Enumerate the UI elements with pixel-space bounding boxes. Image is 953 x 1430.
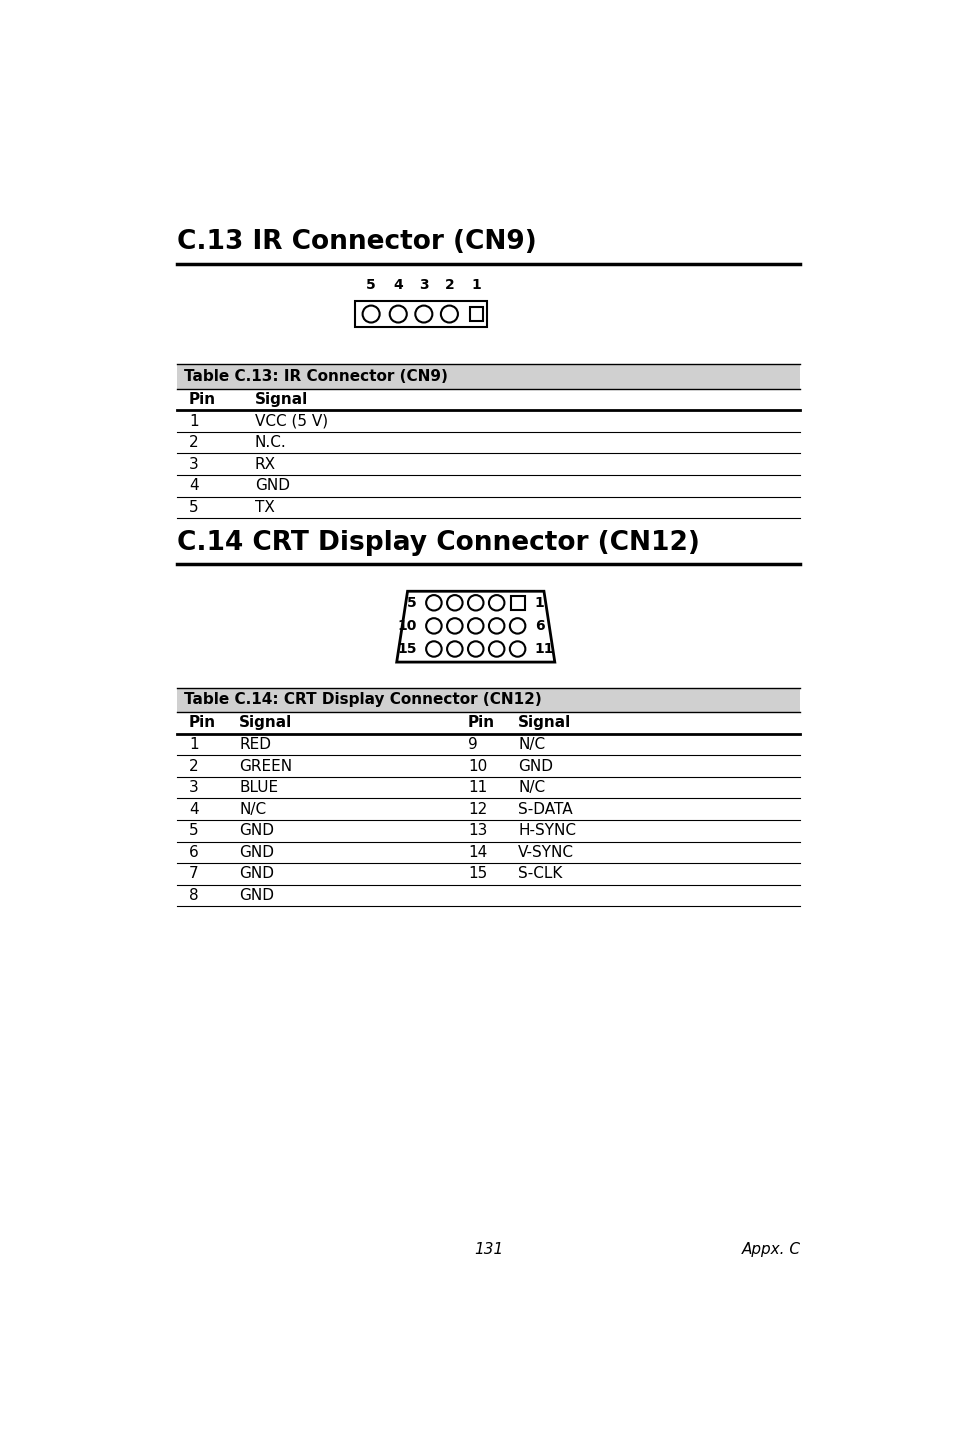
Circle shape: [447, 618, 462, 633]
Text: V-SYNC: V-SYNC: [517, 845, 574, 859]
Text: S-DATA: S-DATA: [517, 802, 573, 817]
Text: GND: GND: [239, 824, 274, 838]
Text: 1: 1: [189, 413, 198, 429]
Text: GND: GND: [239, 888, 274, 902]
Text: Pin: Pin: [189, 392, 216, 408]
Text: 11: 11: [468, 781, 487, 795]
Text: N/C: N/C: [517, 781, 545, 795]
Text: 12: 12: [468, 802, 487, 817]
Text: 13: 13: [468, 824, 487, 838]
Text: 7: 7: [189, 867, 198, 881]
Circle shape: [440, 306, 457, 323]
Bar: [469, 307, 483, 320]
Text: N/C: N/C: [239, 802, 266, 817]
Text: 2: 2: [189, 435, 198, 450]
Text: C.14 CRT Display Connector (CN12): C.14 CRT Display Connector (CN12): [177, 529, 700, 556]
Circle shape: [488, 641, 504, 656]
Text: 2: 2: [444, 277, 454, 292]
Circle shape: [488, 595, 504, 611]
Circle shape: [509, 641, 525, 656]
Text: 14: 14: [468, 845, 487, 859]
Text: GND: GND: [254, 478, 290, 493]
Circle shape: [447, 595, 462, 611]
Text: Pin: Pin: [468, 715, 495, 731]
Text: TX: TX: [254, 500, 274, 515]
Text: 5: 5: [366, 277, 375, 292]
Text: RED: RED: [239, 736, 271, 752]
Text: 15: 15: [468, 867, 487, 881]
Text: Pin: Pin: [189, 715, 216, 731]
Circle shape: [426, 595, 441, 611]
Circle shape: [362, 306, 379, 323]
Text: VCC (5 V): VCC (5 V): [254, 413, 328, 429]
Text: GND: GND: [239, 845, 274, 859]
Text: 6: 6: [189, 845, 198, 859]
Text: 4: 4: [393, 277, 403, 292]
Text: 131: 131: [474, 1243, 503, 1257]
Text: 11: 11: [534, 642, 554, 656]
Text: GREEN: GREEN: [239, 758, 293, 774]
Text: H-SYNC: H-SYNC: [517, 824, 576, 838]
Text: C.13 IR Connector (CN9): C.13 IR Connector (CN9): [177, 229, 537, 256]
Bar: [177, 365, 800, 389]
Circle shape: [468, 618, 483, 633]
Polygon shape: [396, 591, 555, 662]
Text: S-CLK: S-CLK: [517, 867, 562, 881]
Text: 5: 5: [189, 500, 198, 515]
Text: 1: 1: [471, 277, 481, 292]
Text: 1: 1: [189, 736, 198, 752]
Circle shape: [447, 641, 462, 656]
Text: 3: 3: [189, 456, 198, 472]
Text: 3: 3: [189, 781, 198, 795]
Text: 9: 9: [468, 736, 477, 752]
Bar: [355, 300, 486, 327]
Text: 4: 4: [189, 478, 198, 493]
Text: 4: 4: [189, 802, 198, 817]
Circle shape: [468, 595, 483, 611]
Text: Appx. C: Appx. C: [740, 1243, 800, 1257]
Text: N/C: N/C: [517, 736, 545, 752]
Circle shape: [468, 641, 483, 656]
Text: RX: RX: [254, 456, 275, 472]
Circle shape: [488, 618, 504, 633]
Circle shape: [509, 618, 525, 633]
Text: GND: GND: [517, 758, 553, 774]
Text: 1: 1: [534, 596, 544, 609]
Text: Signal: Signal: [254, 392, 308, 408]
Text: 10: 10: [397, 619, 416, 633]
Text: 5: 5: [407, 596, 416, 609]
Text: 8: 8: [189, 888, 198, 902]
Text: Signal: Signal: [517, 715, 571, 731]
Text: 15: 15: [397, 642, 416, 656]
Text: Signal: Signal: [239, 715, 293, 731]
Text: 3: 3: [418, 277, 428, 292]
Text: N.C.: N.C.: [254, 435, 286, 450]
Circle shape: [426, 641, 441, 656]
Text: GND: GND: [239, 867, 274, 881]
Text: 6: 6: [534, 619, 544, 633]
Circle shape: [390, 306, 406, 323]
Text: Table C.13: IR Connector (CN9): Table C.13: IR Connector (CN9): [183, 369, 447, 383]
Text: 10: 10: [468, 758, 487, 774]
Text: BLUE: BLUE: [239, 781, 278, 795]
Circle shape: [415, 306, 432, 323]
Bar: [177, 688, 800, 712]
Text: 5: 5: [189, 824, 198, 838]
Text: 2: 2: [189, 758, 198, 774]
Circle shape: [426, 618, 441, 633]
Bar: [510, 596, 524, 609]
Text: Table C.14: CRT Display Connector (CN12): Table C.14: CRT Display Connector (CN12): [183, 692, 540, 708]
